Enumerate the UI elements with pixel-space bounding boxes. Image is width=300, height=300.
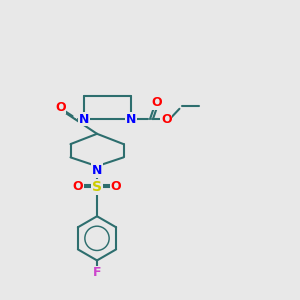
Text: O: O — [161, 112, 172, 126]
Text: O: O — [73, 180, 83, 193]
Text: O: O — [55, 101, 65, 114]
Text: S: S — [92, 180, 102, 194]
Text: N: N — [79, 112, 89, 126]
Text: O: O — [151, 96, 162, 110]
Text: O: O — [111, 180, 122, 193]
Text: N: N — [126, 112, 136, 126]
Text: N: N — [92, 164, 102, 177]
Text: F: F — [93, 266, 101, 279]
